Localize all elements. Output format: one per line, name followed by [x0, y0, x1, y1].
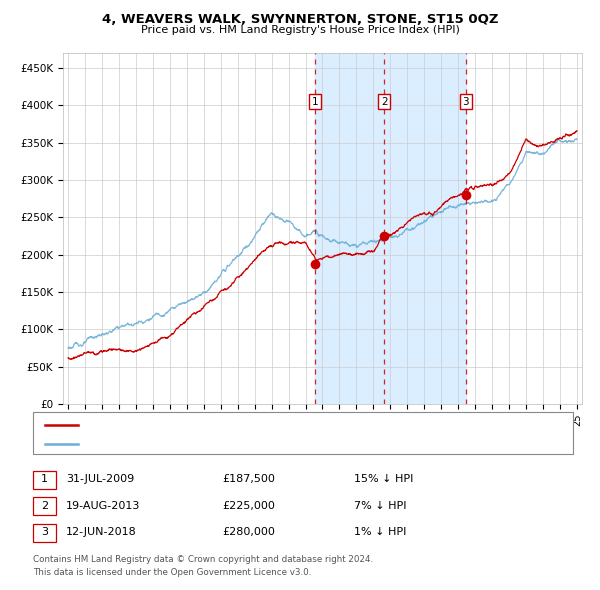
Text: 31-JUL-2009: 31-JUL-2009 — [66, 474, 134, 484]
Text: £225,000: £225,000 — [222, 501, 275, 510]
Text: 2: 2 — [381, 97, 388, 107]
Text: Price paid vs. HM Land Registry's House Price Index (HPI): Price paid vs. HM Land Registry's House … — [140, 25, 460, 35]
Text: 4, WEAVERS WALK, SWYNNERTON, STONE, ST15 0QZ (detached house): 4, WEAVERS WALK, SWYNNERTON, STONE, ST15… — [84, 419, 440, 430]
Text: HPI: Average price, detached house, Stafford: HPI: Average price, detached house, Staf… — [84, 439, 308, 448]
Text: 1: 1 — [312, 97, 319, 107]
Text: This data is licensed under the Open Government Licence v3.0.: This data is licensed under the Open Gov… — [33, 568, 311, 577]
Text: 1% ↓ HPI: 1% ↓ HPI — [354, 527, 406, 537]
Text: 2: 2 — [41, 501, 48, 510]
Text: £187,500: £187,500 — [222, 474, 275, 484]
Text: 4, WEAVERS WALK, SWYNNERTON, STONE, ST15 0QZ: 4, WEAVERS WALK, SWYNNERTON, STONE, ST15… — [102, 13, 498, 26]
Text: 3: 3 — [463, 97, 469, 107]
Bar — [316, 53, 466, 404]
Text: 1: 1 — [41, 474, 48, 484]
Text: Contains HM Land Registry data © Crown copyright and database right 2024.: Contains HM Land Registry data © Crown c… — [33, 555, 373, 564]
Text: 12-JUN-2018: 12-JUN-2018 — [66, 527, 137, 537]
Text: 19-AUG-2013: 19-AUG-2013 — [66, 501, 140, 510]
Text: 7% ↓ HPI: 7% ↓ HPI — [354, 501, 407, 510]
Text: 3: 3 — [41, 527, 48, 537]
Text: £280,000: £280,000 — [222, 527, 275, 537]
Text: 15% ↓ HPI: 15% ↓ HPI — [354, 474, 413, 484]
